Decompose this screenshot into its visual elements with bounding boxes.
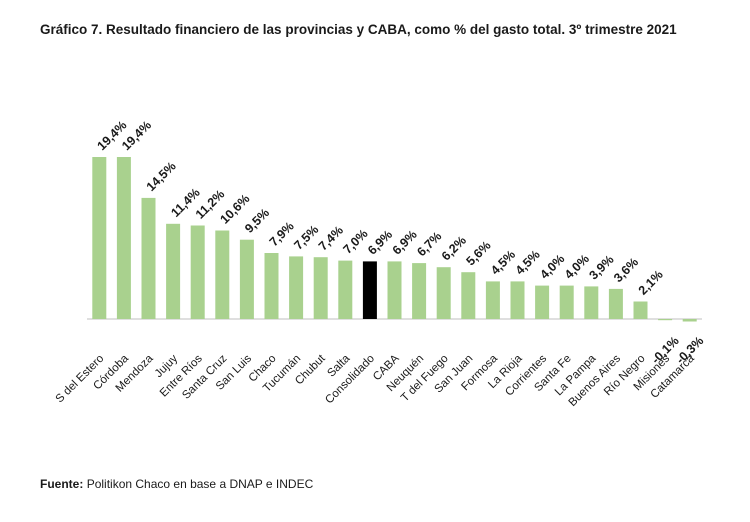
data-label: 4,0% xyxy=(562,252,592,282)
bar-mendoza xyxy=(141,197,156,319)
bar-chaco xyxy=(264,253,279,319)
bar-córdoba xyxy=(116,157,131,319)
data-label: 14,5% xyxy=(144,159,179,194)
bar-s-del-estero xyxy=(92,157,107,319)
data-label: 6,9% xyxy=(365,227,395,257)
bar-san-luis xyxy=(239,239,254,319)
bar-tucumán xyxy=(289,256,304,319)
data-label: 3,6% xyxy=(611,255,641,285)
bar-salta xyxy=(338,260,353,319)
data-label: 4,0% xyxy=(537,252,567,282)
data-label: 2,1% xyxy=(636,268,666,298)
bar-entre-ríos xyxy=(190,225,205,319)
bar-caba xyxy=(387,261,402,319)
bar-consolidado xyxy=(362,261,377,319)
data-label: 7,5% xyxy=(291,222,321,252)
bar-neuquén xyxy=(412,263,427,319)
bar-chubut xyxy=(313,257,328,319)
bar-la-pampa xyxy=(584,286,599,319)
source-text: Politikon Chaco en base a DNAP e INDEC xyxy=(86,477,314,491)
bar-catamarca xyxy=(682,319,697,322)
data-label: 6,9% xyxy=(390,227,420,257)
bar-la-rioja xyxy=(510,281,525,319)
bar-santa-fe xyxy=(559,285,574,319)
bar-san-juan xyxy=(461,272,476,319)
source-note: Fuente: Politikon Chaco en base a DNAP e… xyxy=(40,477,313,491)
source-label: Fuente: xyxy=(40,477,84,491)
data-label: 9,5% xyxy=(242,206,272,236)
bar-t-del-fuego xyxy=(436,267,451,319)
bar-buenos-aires xyxy=(608,288,623,319)
data-label: 7,0% xyxy=(341,227,371,257)
bar-santa-cruz xyxy=(215,230,230,319)
bar-misiones xyxy=(658,319,673,321)
bar-corrientes xyxy=(535,285,550,319)
chart-title: Gráfico 7. Resultado financiero de las p… xyxy=(40,22,677,37)
bar-río-negro xyxy=(633,301,648,319)
data-label: 4,5% xyxy=(488,247,518,277)
bar-jujuy xyxy=(166,223,181,319)
bar-formosa xyxy=(485,281,500,319)
data-label: 3,9% xyxy=(587,253,617,283)
